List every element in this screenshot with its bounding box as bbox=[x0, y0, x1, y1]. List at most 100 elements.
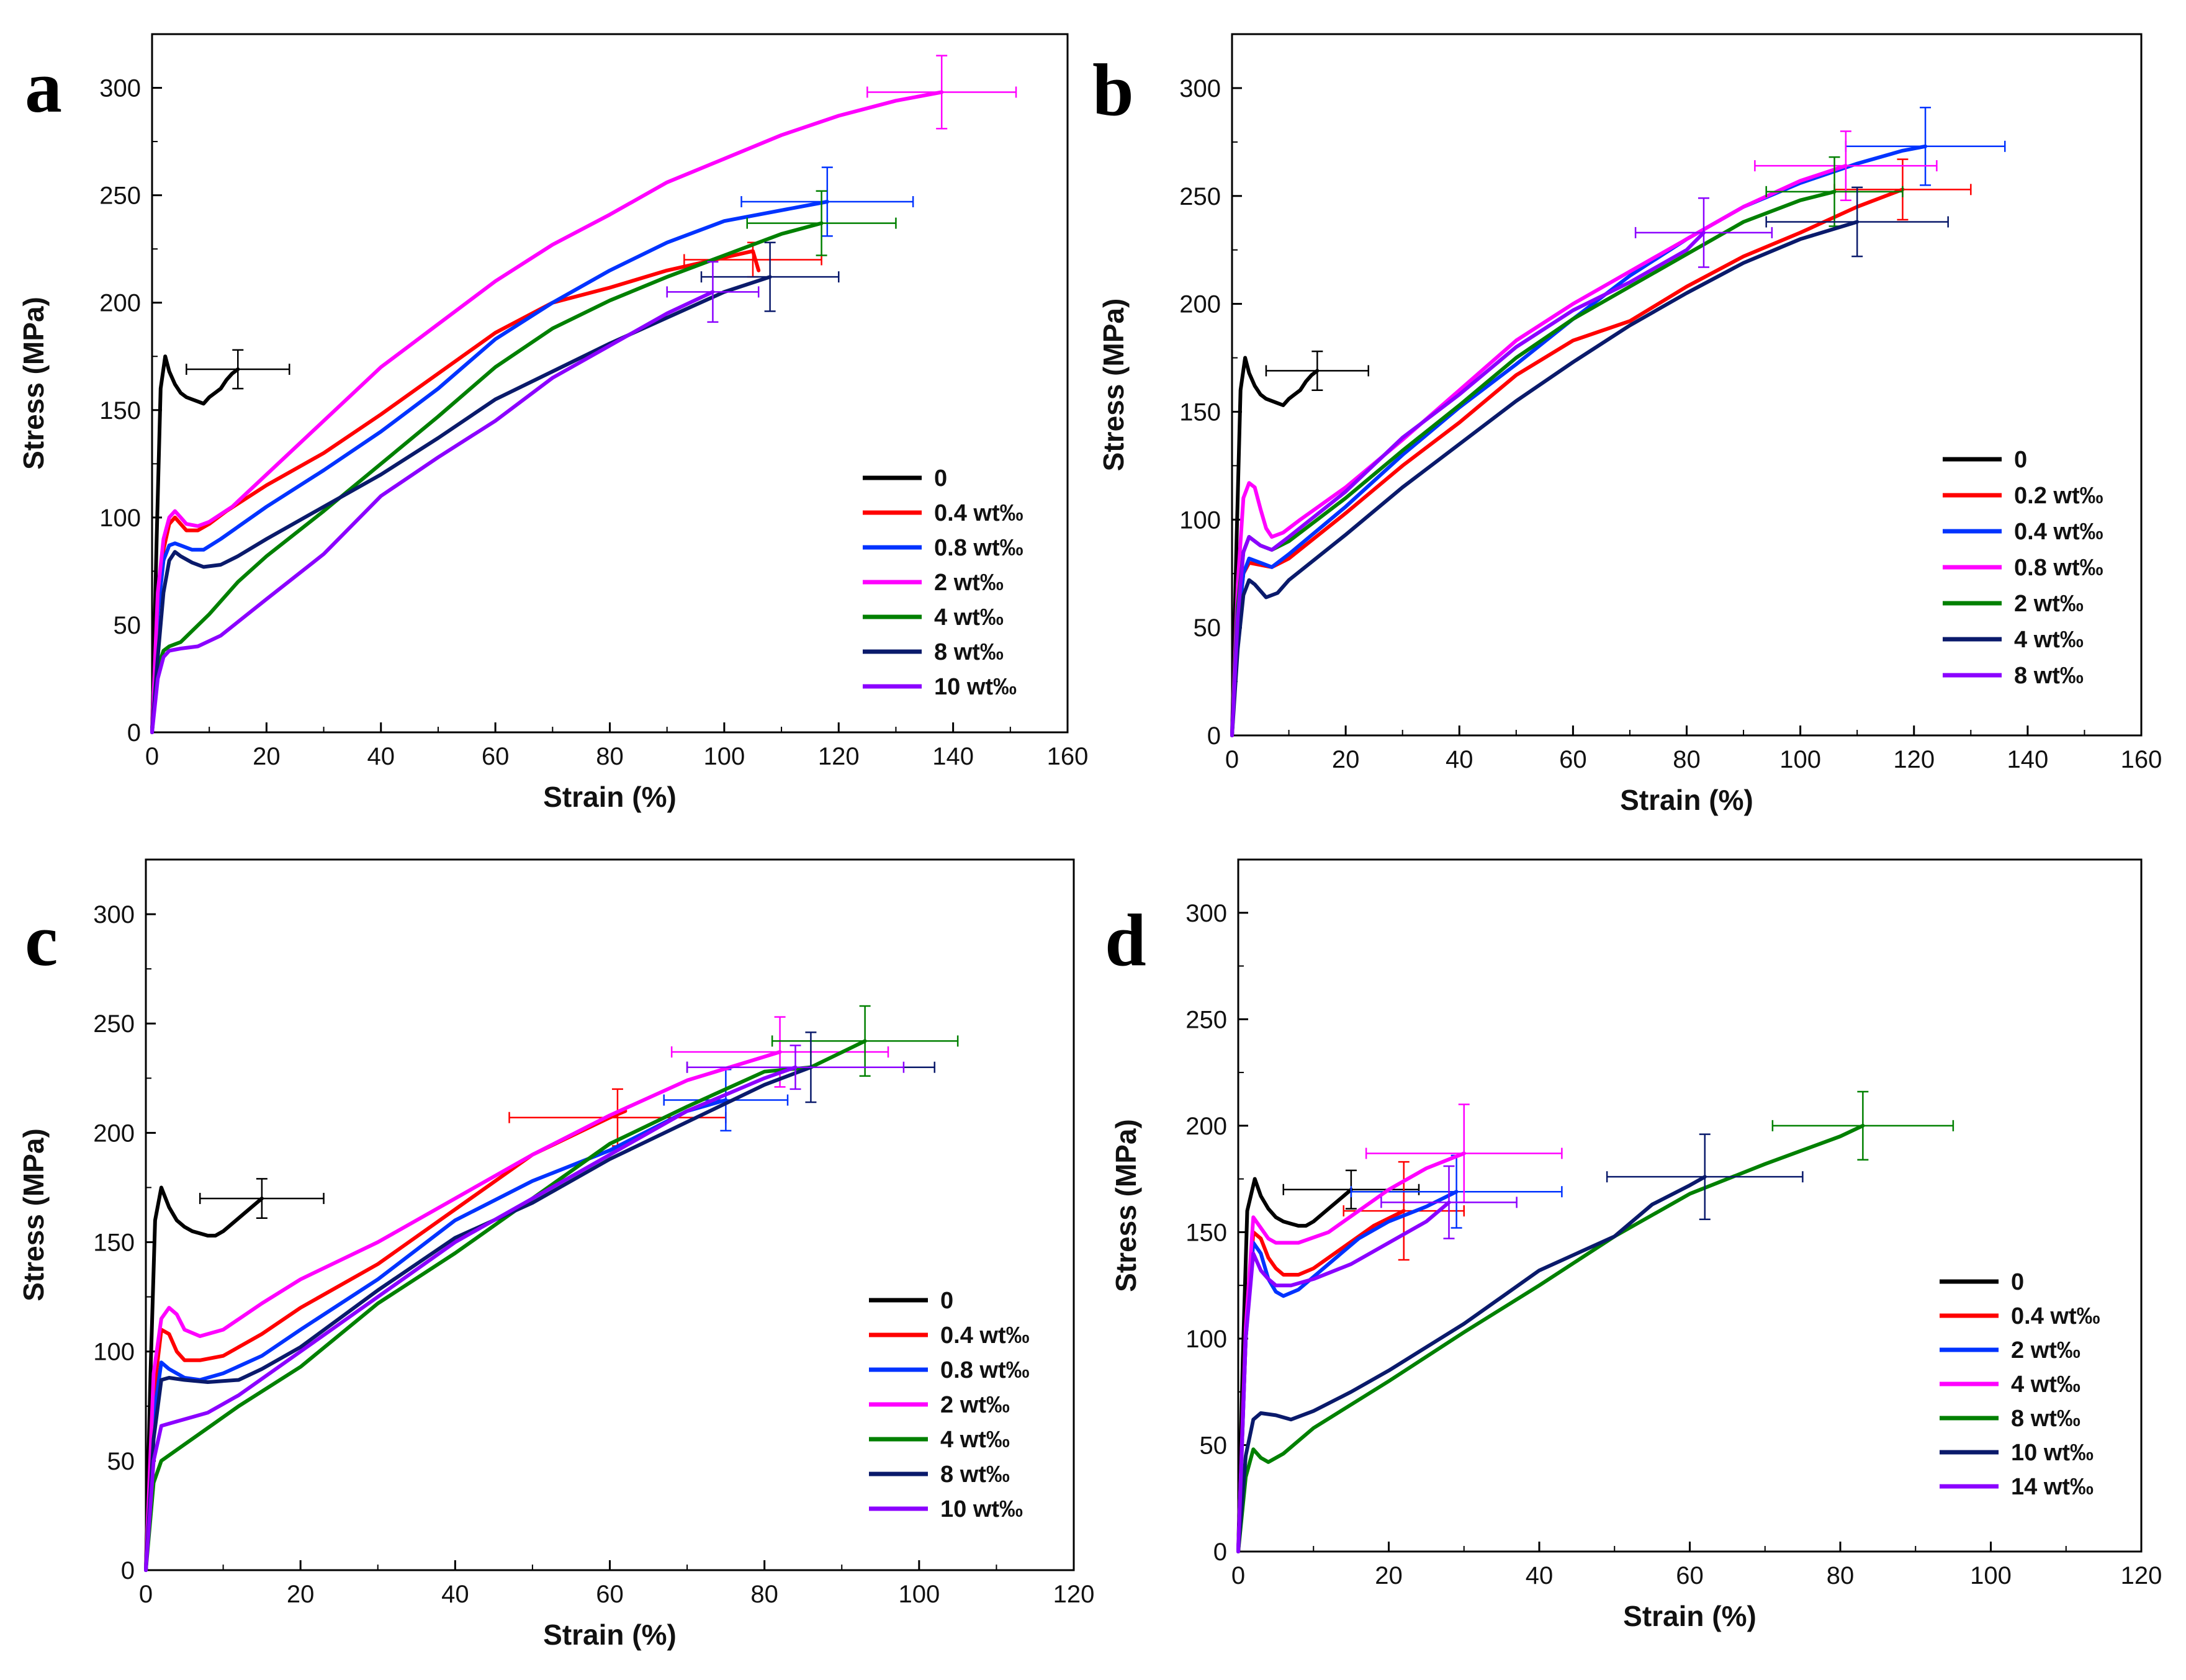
series-4 bbox=[150, 190, 897, 734]
series-line bbox=[1236, 1123, 1865, 1553]
plot-frame bbox=[1231, 33, 2143, 737]
series-line bbox=[150, 275, 772, 734]
y-tick-label: 0 bbox=[121, 1557, 135, 1584]
series-line bbox=[144, 1050, 782, 1572]
x-axis-title: Strain (%) bbox=[1623, 1600, 1756, 1632]
y-tick-label: 300 bbox=[1185, 900, 1227, 927]
legend-label: 0.2 wt‰ bbox=[2014, 483, 2103, 509]
error-bar bbox=[1634, 197, 1773, 268]
legend: 0 0.2 wt‰ 0.4 wt‰ 0.8 wt‰ 2 wt‰ 4 wt‰ 8 wt‰ bbox=[1943, 447, 2103, 689]
series-14 bbox=[1236, 1165, 1518, 1553]
x-tick-label: 100 bbox=[1779, 746, 1821, 773]
x-tick-label: 60 bbox=[596, 1581, 624, 1608]
y-tick-label: 250 bbox=[99, 182, 141, 210]
plot-frame bbox=[145, 858, 1075, 1571]
legend-label: 0.8 wt‰ bbox=[934, 535, 1023, 561]
y-tick-label: 200 bbox=[93, 1120, 135, 1147]
series-line bbox=[144, 1098, 728, 1572]
error-bar bbox=[1845, 106, 2006, 186]
legend-label: 0 bbox=[940, 1288, 953, 1314]
error-bar bbox=[663, 1068, 789, 1132]
legend-label: 0.4 wt‰ bbox=[2014, 519, 2103, 545]
series-line bbox=[150, 354, 240, 734]
series-0.8 bbox=[144, 1068, 789, 1572]
series-4 bbox=[1236, 1103, 1563, 1553]
error-bar bbox=[771, 1005, 959, 1077]
legend-label: 0.4 wt‰ bbox=[940, 1323, 1030, 1349]
series-0.2 bbox=[1230, 158, 1972, 737]
error-bar bbox=[1771, 1090, 1954, 1161]
series-line bbox=[1230, 220, 1860, 737]
y-axis-title: Stress (MPa) bbox=[1097, 299, 1130, 472]
y-tick-label: 100 bbox=[1179, 506, 1221, 534]
error-bar bbox=[1265, 350, 1369, 391]
y-axis-title: Stress (MPa) bbox=[17, 297, 50, 470]
series-0 bbox=[150, 349, 290, 734]
error-bar bbox=[1606, 1133, 1804, 1221]
series-line bbox=[1230, 144, 1928, 737]
x-tick-label: 100 bbox=[704, 743, 745, 770]
error-bar bbox=[199, 1178, 325, 1220]
y-tick-label: 100 bbox=[93, 1339, 135, 1366]
series-0 bbox=[144, 1178, 325, 1572]
error-bar bbox=[686, 1044, 905, 1090]
legend-label: 0.4 wt‰ bbox=[2011, 1303, 2100, 1329]
x-axis-title: Strain (%) bbox=[1620, 784, 1753, 816]
panel-letter: d bbox=[1105, 899, 1146, 981]
chart-panel-a: 0 20 40 60 80 100 120 140 160 0 50 100 150 200 250 300 S… bbox=[17, 33, 1089, 813]
x-tick-label: 120 bbox=[1053, 1581, 1095, 1608]
legend-label: 8 wt‰ bbox=[934, 639, 1004, 665]
x-tick-label: 40 bbox=[1446, 746, 1473, 773]
series-line bbox=[1230, 230, 1706, 737]
legend-label: 14 wt‰ bbox=[2011, 1474, 2094, 1500]
series-line bbox=[150, 200, 829, 734]
series-4 bbox=[144, 1005, 959, 1572]
x-tick-label: 20 bbox=[287, 1581, 315, 1608]
series-line bbox=[1230, 164, 1848, 737]
x-tick-label: 80 bbox=[596, 743, 624, 770]
y-tick-label: 50 bbox=[114, 612, 142, 639]
y-tick-label: 150 bbox=[99, 397, 141, 424]
x-tick-label: 40 bbox=[1526, 1562, 1554, 1589]
legend-label: 0 bbox=[934, 465, 947, 492]
chart-panel-b: 0 20 40 60 80 100 120 140 160 0 50 100 150 200 250 300 S… bbox=[1092, 33, 2162, 816]
plot-frame bbox=[1237, 858, 2143, 1553]
x-tick-label: 80 bbox=[750, 1581, 778, 1608]
x-tick-label: 20 bbox=[1375, 1562, 1403, 1589]
series-8 bbox=[1230, 197, 1773, 737]
y-tick-label: 150 bbox=[93, 1229, 135, 1257]
series-0.4 bbox=[1230, 106, 2006, 737]
y-tick-label: 150 bbox=[1185, 1219, 1227, 1246]
x-tick-label: 120 bbox=[2121, 1562, 2162, 1589]
x-tick-label: 140 bbox=[2007, 746, 2049, 773]
x-tick-label: 20 bbox=[1332, 746, 1360, 773]
error-bar bbox=[666, 261, 760, 323]
series-line bbox=[144, 1185, 264, 1572]
x-tick-label: 160 bbox=[1047, 743, 1089, 770]
y-tick-label: 300 bbox=[1179, 75, 1221, 102]
series-4 bbox=[1230, 186, 1949, 737]
y-tick-label: 300 bbox=[93, 901, 135, 928]
y-tick-label: 0 bbox=[1213, 1539, 1227, 1566]
y-axis-title: Stress (MPa) bbox=[1110, 1119, 1142, 1292]
x-tick-label: 60 bbox=[1676, 1562, 1704, 1589]
series-2 bbox=[144, 1016, 889, 1572]
error-bar bbox=[700, 241, 840, 312]
legend-label: 2 wt‰ bbox=[2011, 1337, 2080, 1363]
y-tick-label: 100 bbox=[99, 505, 141, 532]
legend-label: 8 wt‰ bbox=[2014, 663, 2084, 689]
series-0.4 bbox=[144, 1088, 727, 1572]
series-line bbox=[150, 90, 944, 734]
y-tick-label: 50 bbox=[1200, 1432, 1228, 1459]
legend-label: 4 wt‰ bbox=[940, 1427, 1010, 1453]
series-line bbox=[1236, 1151, 1466, 1553]
legend-label: 4 wt‰ bbox=[2014, 627, 2084, 653]
y-tick-label: 250 bbox=[93, 1010, 135, 1038]
series-line bbox=[1230, 356, 1320, 737]
legend-label: 8 wt‰ bbox=[940, 1462, 1010, 1488]
y-tick-label: 50 bbox=[107, 1448, 135, 1475]
error-bar bbox=[670, 1016, 889, 1088]
plot-frame bbox=[151, 33, 1069, 734]
error-bar bbox=[1343, 1161, 1465, 1261]
series-10 bbox=[1236, 1133, 1804, 1553]
